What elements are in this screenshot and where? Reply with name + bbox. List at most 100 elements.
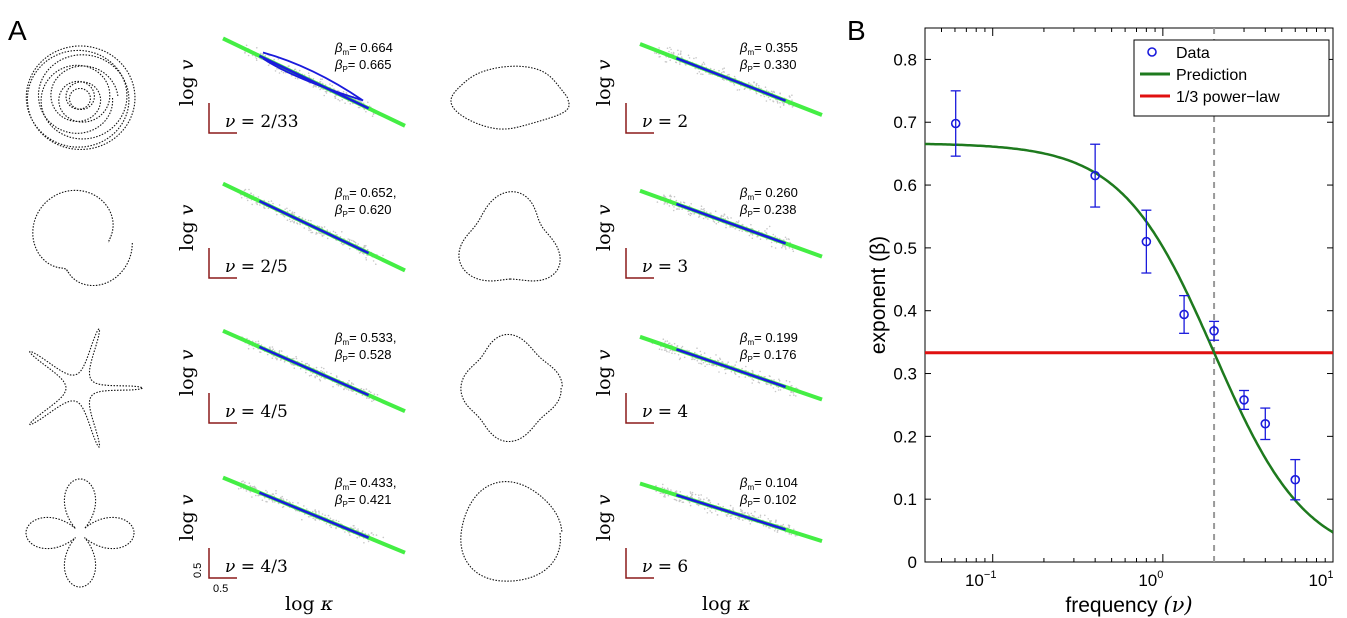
beta-p-label: βP= 0.528 [334,347,392,364]
cloud-point [666,487,669,490]
cloud-point [690,495,692,498]
cloud-point [670,489,672,491]
cloud-point [279,359,282,361]
cloud-point [793,394,795,396]
cloud-point [280,213,282,216]
cloud-point [672,51,675,54]
cloud-point [793,528,795,531]
cloud-point [735,361,738,363]
cloud-point [768,225,771,228]
cloud-point [278,72,281,74]
ylabel-symbol: v [176,494,198,505]
cloud-point [681,208,683,210]
cloud-point [748,82,750,84]
cloud-point [773,91,776,94]
cloud-point [691,491,694,494]
cloud-point [758,230,760,232]
cloud-point [357,99,360,102]
cloud-point [654,52,656,54]
cloud-point [321,227,324,229]
cloud-point [720,215,722,218]
cloud-point [361,394,364,397]
cloud-point [759,514,762,517]
cloud-point [698,494,700,497]
cloud-point [792,250,795,253]
subpanel-nu-4-5: βm= 0.533,βP= 0.528 ν = 4/5 log v [29,328,406,448]
cloud-point [338,384,340,386]
cloud-point [319,232,322,235]
cloud-point [365,388,368,390]
cloud-point [299,223,302,226]
cloud-point [700,73,702,75]
cloud-point [769,98,771,101]
cloud-point [706,507,709,510]
cloud-point [765,100,768,102]
cloud-point [751,237,754,240]
beta-m-label: βm= 0.199 [739,330,798,347]
cloud-point [368,397,370,400]
cloud-point [370,532,373,534]
cloud-point [295,355,297,358]
beta-m-sub: m [747,338,754,347]
beta-m-label: βm= 0.433, [334,475,396,492]
x-tick-label: 101 [1308,569,1333,590]
data-point [1179,309,1189,320]
cloud-point [703,208,705,210]
cloud-point [269,348,272,350]
cloud-point [755,84,758,87]
cloud-point [332,385,334,388]
cloud-point [755,92,758,95]
cloud-point [281,495,284,498]
cloud-point [661,349,663,351]
cloud-point [326,371,328,373]
cloud-point [658,56,660,58]
cloud-point [330,372,332,375]
cloud-point [237,488,240,490]
cloud-point [358,106,361,109]
plot-area [925,28,1333,562]
cloud-point [700,205,703,207]
cloud-point [688,57,691,59]
cloud-point [320,366,323,369]
cloud-point [263,206,265,209]
cloud-point [295,357,298,360]
nu-label: ν = 6 [642,557,688,577]
beta-p-label: βP= 0.176 [739,347,797,364]
cloud-point [336,376,338,378]
cloud-point [674,498,677,501]
cloud-point [272,202,274,205]
cloud-point [766,228,768,230]
x-tick-label: 10−1 [965,569,996,590]
cloud-point [697,503,699,506]
beta-p-label: βP= 0.330 [739,57,797,74]
cloud-point [342,90,345,93]
cloud-point [775,519,777,521]
cloud-point [260,344,263,346]
cloud-point [308,364,310,366]
cloud-point [670,195,672,198]
data-point [1209,326,1219,336]
cloud-point [671,204,674,207]
cloud-point [737,517,739,519]
cloud-point [669,46,671,49]
cloud-point [730,217,732,219]
cloud-point [308,227,311,230]
cloud-point [732,507,734,509]
cloud-point [257,494,260,497]
data-line [675,202,787,245]
cloud-point [680,50,682,52]
cloud-point [699,350,702,353]
cloud-point [700,362,702,365]
cloud-point [329,83,331,85]
cloud-point [248,482,251,485]
cloud-point [323,94,326,97]
cloud-point [365,257,367,259]
cloud-point [367,101,369,104]
cloud-point [738,376,740,378]
cloud-point [669,59,671,62]
cloud-point [308,516,310,518]
cloud-point [763,95,766,98]
cloud-point [680,347,683,349]
